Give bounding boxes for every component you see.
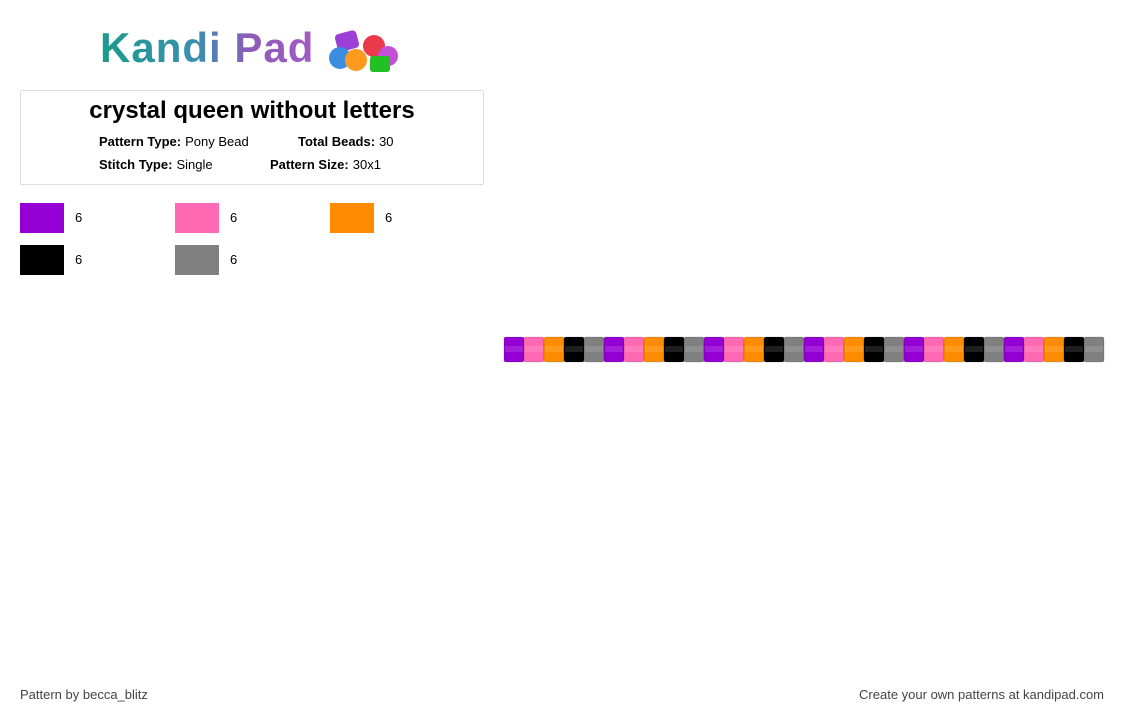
info-value: Pony Bead bbox=[185, 134, 249, 149]
info-item: Total Beads: 30 bbox=[298, 134, 394, 149]
bead-shine bbox=[665, 346, 683, 352]
legend-swatch bbox=[20, 245, 64, 275]
legend-count: 6 bbox=[385, 210, 393, 225]
bead-shine bbox=[885, 346, 903, 352]
info-label: Total Beads: bbox=[298, 134, 376, 149]
bead-shine bbox=[505, 346, 523, 352]
bead-shine bbox=[605, 346, 623, 352]
bead-shine bbox=[645, 346, 663, 352]
bead-shine bbox=[825, 346, 843, 352]
bead-shine bbox=[845, 346, 863, 352]
legend-swatch bbox=[20, 203, 64, 233]
info-value: 30x1 bbox=[352, 157, 381, 172]
legend-count: 6 bbox=[230, 210, 238, 225]
info-box bbox=[20, 90, 484, 185]
bead-pattern bbox=[503, 336, 1105, 363]
bead-shine bbox=[865, 346, 883, 352]
bead-shine bbox=[685, 346, 703, 352]
bead-shine bbox=[525, 346, 543, 352]
legend-count: 6 bbox=[75, 252, 83, 267]
footer-link: Create your own patterns at kandipad.com bbox=[859, 687, 1104, 702]
legend-swatch bbox=[175, 245, 219, 275]
legend-count: 6 bbox=[230, 252, 238, 267]
bead-shine bbox=[1065, 346, 1083, 352]
bead-shine bbox=[1045, 346, 1063, 352]
bead-shine bbox=[585, 346, 603, 352]
bead-shine bbox=[705, 346, 723, 352]
bead-shine bbox=[1025, 346, 1043, 352]
legend-swatch bbox=[175, 203, 219, 233]
info-label: Pattern Size: bbox=[270, 157, 349, 172]
footer-author: Pattern by becca_blitz bbox=[20, 687, 148, 702]
info-item: Stitch Type: Single bbox=[99, 157, 213, 172]
bead-shine bbox=[565, 346, 583, 352]
bead-shine bbox=[745, 346, 763, 352]
bead-shine bbox=[985, 346, 1003, 352]
logo-icon bbox=[329, 30, 398, 72]
bead-shine bbox=[965, 346, 983, 352]
info-label: Pattern Type: bbox=[99, 134, 182, 149]
logo: Kandi Pad bbox=[100, 24, 315, 71]
info-value: Single bbox=[176, 157, 213, 172]
legend-swatch bbox=[330, 203, 374, 233]
info-item: Pattern Type: Pony Bead bbox=[99, 134, 249, 149]
bead-shine bbox=[925, 346, 943, 352]
bead-shine bbox=[905, 346, 923, 352]
bead bbox=[1083, 336, 1105, 363]
bead-shine bbox=[1085, 346, 1103, 352]
info-label: Stitch Type: bbox=[99, 157, 173, 172]
bead-shine bbox=[1005, 346, 1023, 352]
bead-shine bbox=[545, 346, 563, 352]
bead-shine bbox=[805, 346, 823, 352]
bead-shine bbox=[945, 346, 963, 352]
pattern-title: crystal queen without letters bbox=[89, 97, 415, 124]
info-value: 30 bbox=[379, 134, 394, 149]
bead-shine bbox=[725, 346, 743, 352]
legend-count: 6 bbox=[75, 210, 83, 225]
bead-shine bbox=[625, 346, 643, 352]
bead-shine bbox=[765, 346, 783, 352]
bead-shine bbox=[785, 346, 803, 352]
info-item: Pattern Size: 30x1 bbox=[270, 157, 381, 172]
